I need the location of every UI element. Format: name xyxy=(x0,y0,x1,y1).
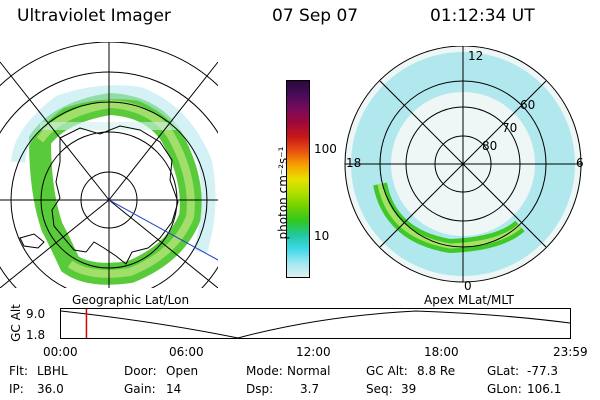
peninsula-outline xyxy=(20,234,44,248)
dsp-value: 3.7 xyxy=(300,382,319,396)
timeline-x-tick-0600: 06:00 xyxy=(169,345,204,359)
mlat-label-80: 80 xyxy=(482,139,497,153)
colorbar-tick-100: 100 xyxy=(314,142,337,156)
geographic-map xyxy=(0,42,218,288)
instrument-title: Ultraviolet Imager xyxy=(17,6,171,26)
mlt-label-12: 12 xyxy=(468,49,483,63)
right-panel-label: Apex MLat/MLT xyxy=(424,293,514,307)
door-value: Open xyxy=(166,364,198,378)
colorbar-unit-label: photon cm⁻²s⁻¹ xyxy=(276,133,290,253)
mlt-label-6: 6 xyxy=(576,156,584,170)
mlat-label-60: 60 xyxy=(520,98,535,112)
aurora-oval-geographic xyxy=(18,92,209,274)
mlt-label-18: 18 xyxy=(346,156,361,170)
seq-label: Seq: xyxy=(366,382,393,396)
left-panel-label: Geographic Lat/Lon xyxy=(72,293,189,307)
timeline-x-tick-1200: 12:00 xyxy=(296,345,331,359)
glon-value: 106.1 xyxy=(527,382,561,396)
timeline-y-tick-bottom: 1.8 xyxy=(26,328,45,342)
timeline-x-tick-2359: 23:59 xyxy=(553,345,588,359)
glat-value: -77.3 xyxy=(527,364,558,378)
mode-label: Mode: xyxy=(246,364,283,378)
magnetic-polar-plot: 12 18 6 0 60 70 80 xyxy=(340,46,590,296)
mlt-label-0: 0 xyxy=(464,279,472,293)
gain-value: 14 xyxy=(166,382,181,396)
mlt-lines xyxy=(345,46,581,282)
timeline-x-tick-0000: 00:00 xyxy=(43,345,78,359)
flt-value: LBHL xyxy=(37,364,68,378)
flt-label: Flt: xyxy=(9,364,28,378)
dsp-label: Dsp: xyxy=(246,382,273,396)
glon-label: GLon: xyxy=(487,382,522,396)
gcalt-label: GC Alt: xyxy=(366,364,408,378)
mode-value: Normal xyxy=(287,364,330,378)
altitude-timeline xyxy=(60,308,572,340)
door-label: Door: xyxy=(124,364,157,378)
gain-label: Gain: xyxy=(124,382,156,396)
date-label: 07 Sep 07 xyxy=(272,6,358,26)
colorbar-tick-10: 10 xyxy=(314,229,329,243)
timeline-y-axis-label: GC Alt xyxy=(9,301,23,345)
ip-label: IP: xyxy=(9,382,24,396)
time-label: 01:12:34 UT xyxy=(430,6,535,26)
ip-value: 36.0 xyxy=(37,382,64,396)
glat-label: GLat: xyxy=(487,364,519,378)
timeline-y-tick-top: 9.0 xyxy=(26,307,45,321)
mlat-label-70: 70 xyxy=(502,121,517,135)
timeline-x-tick-1800: 18:00 xyxy=(424,345,459,359)
seq-value: 39 xyxy=(401,382,416,396)
gcalt-value: 8.8 Re xyxy=(417,364,455,378)
